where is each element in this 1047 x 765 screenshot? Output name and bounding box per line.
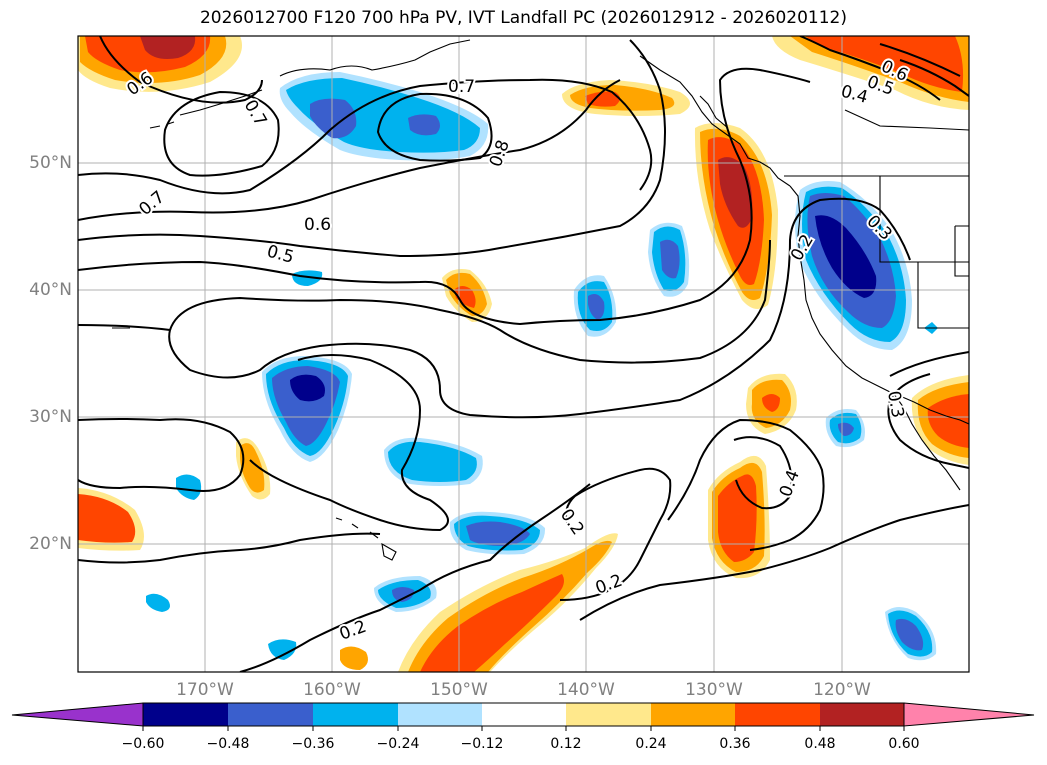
- colorbar-segment: [566, 703, 651, 726]
- pv-contours: [78, 36, 969, 672]
- colorbar-tick-label: −0.36: [291, 736, 335, 752]
- lon-label: 120°W: [813, 680, 871, 700]
- lon-label: 130°W: [685, 680, 743, 700]
- colorbar-tick-label: −0.60: [121, 736, 165, 752]
- colorbar-tick-label: 0.48: [804, 736, 836, 752]
- colorbar-tick-label: 0.36: [719, 736, 751, 752]
- colorbar-tick-label: −0.24: [376, 736, 420, 752]
- colorbar-extend-low: [11, 702, 144, 727]
- map-plot-area: [78, 36, 969, 672]
- colorbar-segment: [651, 703, 735, 726]
- lat-label: 20°N: [29, 534, 72, 554]
- lon-label: 170°W: [176, 680, 234, 700]
- colorbar-segment: [482, 703, 566, 726]
- colorbar-segment: [313, 703, 398, 726]
- colorbar-tick-label: 0.24: [635, 736, 667, 752]
- colorbar-tick-label: −0.48: [206, 736, 250, 752]
- colorbar-tick-label: 0.60: [888, 736, 920, 752]
- lon-label: 150°W: [430, 680, 488, 700]
- colorbar-tick-label: 0.12: [550, 736, 582, 752]
- colorbar-tick-label: −0.12: [460, 736, 504, 752]
- colorbar-segment: [228, 703, 313, 726]
- map-frame: [77, 35, 970, 673]
- negative-anomaly-regions: [146, 72, 938, 661]
- colorbar-segment: [143, 703, 228, 726]
- colorbar-frame: [142, 702, 905, 727]
- colorbar-segment: [820, 703, 904, 726]
- colorbar-extend-high: [903, 702, 1035, 727]
- coastlines: [112, 39, 969, 561]
- lat-label: 50°N: [29, 153, 72, 173]
- map-title: 2026012700 F120 700 hPa PV, IVT Landfall…: [199, 8, 847, 28]
- colorbar: [11, 702, 1035, 731]
- lon-label: 160°W: [303, 680, 361, 700]
- lat-label: 30°N: [29, 407, 72, 427]
- colorbar-segment: [735, 703, 820, 726]
- positive-anomaly-regions: [78, 36, 969, 672]
- colorbar-segment: [398, 703, 482, 726]
- lat-label: 40°N: [29, 280, 72, 300]
- lon-label: 140°W: [557, 680, 615, 700]
- contour-label: 0.6: [304, 215, 331, 235]
- contour-label: 0.7: [448, 77, 475, 97]
